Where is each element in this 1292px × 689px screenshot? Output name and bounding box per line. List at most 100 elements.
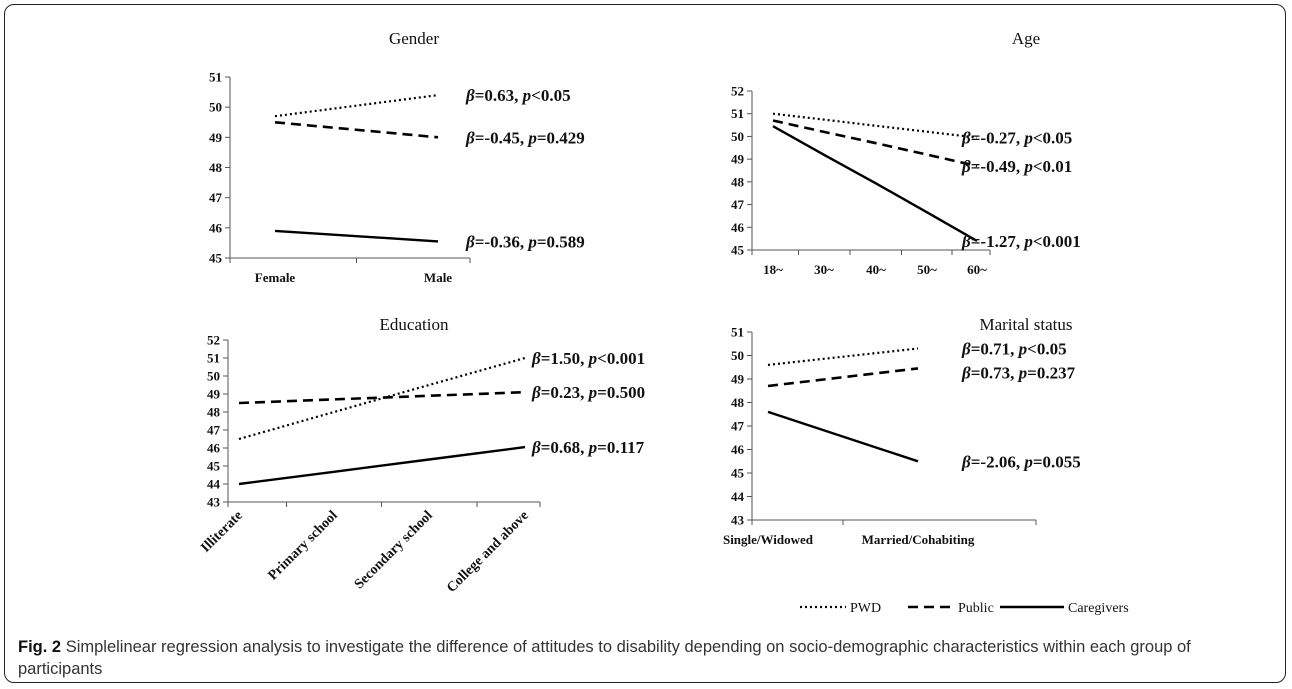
legend-label-public: Public	[958, 601, 994, 616]
x-tick-label: 50~	[917, 262, 937, 277]
y-tick-label: 46	[731, 220, 745, 235]
p-value: =0.237	[1027, 363, 1075, 382]
y-tick-label: 52	[207, 333, 220, 348]
p-symbol: p	[526, 232, 537, 251]
x-tick-label: Male	[424, 270, 452, 285]
annotation-public: β=-0.49, p<0.01	[961, 157, 1072, 176]
y-tick-label: 46	[209, 220, 223, 235]
p-symbol: p	[526, 128, 537, 147]
p-symbol: p	[1022, 232, 1033, 251]
p-symbol: p	[1017, 339, 1028, 358]
series-line-caregivers	[767, 410, 919, 463]
y-tick-label: 49	[731, 372, 745, 387]
beta-value: =-0.49,	[971, 157, 1025, 176]
series-line-pwd	[238, 356, 526, 441]
y-tick-label: 44	[731, 489, 745, 504]
beta-symbol: β	[531, 349, 541, 368]
beta-value: =0.73,	[971, 363, 1019, 382]
chart-title-education: Education	[380, 315, 449, 334]
p-value: <0.05	[1027, 339, 1066, 358]
legend-label-pwd: PWD	[850, 601, 881, 616]
annotation-caregivers: β=-1.27, p<0.001	[961, 232, 1081, 251]
p-symbol: p	[1017, 363, 1028, 382]
y-tick-label: 47	[731, 197, 745, 212]
p-value: <0.001	[597, 349, 645, 368]
beta-symbol: β	[465, 86, 475, 105]
caption-text: Simplelinear regression analysis to inve…	[18, 638, 1191, 678]
legend-label-caregivers: Caregivers	[1068, 601, 1129, 616]
series-line-public	[767, 367, 919, 388]
x-tick-label: Primary school	[266, 508, 341, 583]
beta-value: =-0.45,	[475, 128, 529, 147]
p-value: <0.001	[1033, 232, 1081, 251]
chart-title-marital: Marital status	[979, 315, 1072, 334]
x-tick-label: Illiterate	[198, 508, 245, 555]
x-tick-label: 18~	[763, 262, 783, 277]
y-tick-label: 50	[207, 369, 220, 384]
p-symbol: p	[587, 349, 598, 368]
annotation-public: β=-0.45, p=0.429	[465, 128, 585, 147]
beta-symbol: β	[961, 157, 971, 176]
beta-symbol: β	[465, 128, 475, 147]
y-tick-label: 49	[207, 387, 221, 402]
chart-title-age: Age	[1012, 29, 1040, 48]
annotation-pwd: β=-0.27, p<0.05	[961, 129, 1072, 148]
y-tick-label: 51	[207, 351, 220, 366]
p-value: =0.117	[597, 438, 644, 457]
annotation-pwd: β=1.50, p<0.001	[531, 349, 645, 368]
series-line-pwd	[274, 94, 439, 118]
series-line-public	[238, 390, 526, 405]
p-symbol: p	[521, 86, 532, 105]
p-symbol: p	[587, 383, 598, 402]
y-tick-label: 48	[209, 160, 223, 175]
p-value: <0.01	[1033, 157, 1072, 176]
y-tick-label: 50	[731, 348, 744, 363]
series-line-pwd	[767, 347, 919, 366]
y-tick-label: 44	[207, 477, 221, 492]
y-tick-label: 47	[207, 423, 221, 438]
beta-symbol: β	[961, 129, 971, 148]
y-tick-label: 47	[209, 190, 223, 205]
beta-value: =-0.36,	[475, 232, 529, 251]
y-tick-label: 45	[731, 243, 745, 258]
legend: PWD Public Caregivers	[800, 601, 1129, 616]
y-tick-label: 47	[731, 419, 745, 434]
y-tick-label: 45	[731, 466, 745, 481]
y-tick-label: 46	[207, 441, 221, 456]
series-line-caregivers	[238, 445, 526, 486]
beta-value: =0.71,	[971, 339, 1019, 358]
x-tick-label: College and above	[444, 508, 532, 596]
beta-value: =-2.06,	[971, 452, 1025, 471]
y-tick-label: 50	[731, 129, 744, 144]
y-tick-label: 48	[207, 405, 221, 420]
annotation-public: β=0.73, p=0.237	[961, 363, 1076, 382]
p-value: =0.429	[537, 128, 585, 147]
p-symbol: p	[587, 438, 598, 457]
p-value: =0.500	[597, 383, 645, 402]
beta-symbol: β	[961, 363, 971, 382]
series-line-public	[772, 119, 978, 168]
annotation-pwd: β=0.63, p<0.05	[465, 86, 571, 105]
series-line-caregivers	[274, 229, 439, 243]
beta-symbol: β	[531, 383, 541, 402]
beta-value: =-0.27,	[971, 129, 1025, 148]
y-tick-label: 50	[209, 100, 222, 115]
x-tick-label: Single/Widowed	[723, 532, 814, 547]
y-tick-label: 52	[731, 84, 744, 99]
beta-symbol: β	[961, 452, 971, 471]
y-tick-label: 51	[731, 106, 744, 121]
x-tick-label: Secondary school	[352, 508, 436, 592]
x-tick-label: Married/Cohabiting	[862, 532, 975, 547]
x-tick-label: 40~	[866, 262, 886, 277]
y-tick-label: 49	[209, 130, 223, 145]
y-tick-label: 45	[207, 459, 221, 474]
annotation-pwd: β=0.71, p<0.05	[961, 339, 1067, 358]
annotation-caregivers: β=-2.06, p=0.055	[961, 452, 1081, 471]
beta-symbol: β	[961, 232, 971, 251]
chart-education: Education 43 44 45 46 47 48 49 50 51 52 Illiterate P…	[198, 315, 645, 596]
y-tick-label: 43	[207, 495, 221, 510]
p-value: <0.05	[1033, 129, 1072, 148]
x-tick-label: Female	[255, 270, 296, 285]
